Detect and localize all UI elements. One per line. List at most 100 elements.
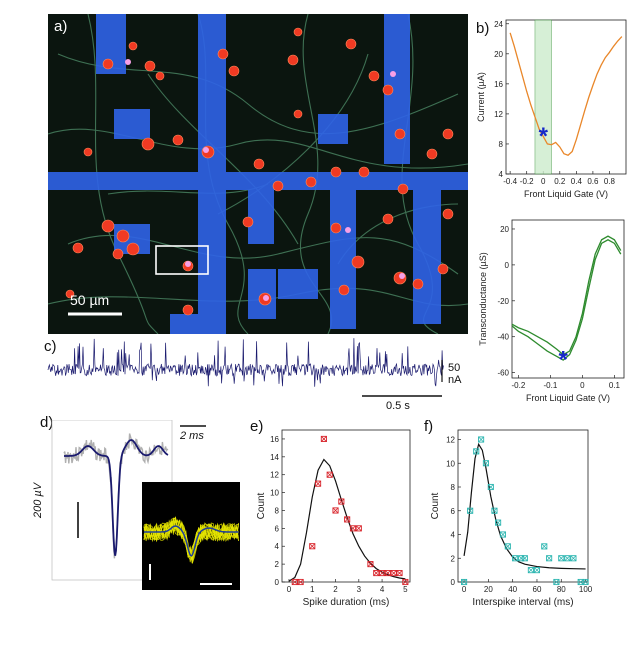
marker-box xyxy=(367,561,374,568)
marker-box xyxy=(344,516,351,523)
marker-box xyxy=(487,483,494,491)
x-tick-label: 3 xyxy=(357,585,362,594)
marker-cross xyxy=(546,555,553,562)
marker-cross xyxy=(521,555,528,562)
y-tick-label: 12 xyxy=(494,110,503,119)
marker-box xyxy=(461,578,468,586)
waveform-overlay-inset xyxy=(142,482,240,590)
marker-cross xyxy=(512,555,518,562)
gate-highlight-region xyxy=(534,19,552,175)
data-point xyxy=(487,483,494,491)
iv-chart-svg: -0.4 -0.2 0 0.2 0.4 0.6 0.8 4 8 12 16 20 24 Front Liq… xyxy=(476,19,627,199)
marker-box xyxy=(499,531,507,538)
y-tick-label: 2 xyxy=(275,560,280,569)
plot-frame xyxy=(281,429,411,583)
fit-curve xyxy=(463,442,586,570)
y-tick-label: 12 xyxy=(446,436,455,445)
plot-frame xyxy=(457,429,589,583)
overlay-mean-trace xyxy=(144,525,239,557)
data-point xyxy=(570,555,577,562)
data-point xyxy=(390,570,397,577)
marker-cross xyxy=(487,484,494,490)
iv-curve xyxy=(509,32,623,156)
marker-cross xyxy=(491,507,498,514)
x-tick-label: 2 xyxy=(333,585,338,594)
data-point xyxy=(527,567,534,574)
data-point xyxy=(504,543,511,550)
averaged-spike-trace xyxy=(64,439,169,556)
spike-waveform-panel: 2 ms 200 µV xyxy=(32,419,245,605)
marker-box xyxy=(390,570,397,577)
waveform-time-scale-text: 2 ms xyxy=(180,430,204,442)
data-point xyxy=(297,578,304,586)
plot-frame xyxy=(511,219,625,379)
data-point xyxy=(482,460,489,467)
data-point xyxy=(291,578,298,586)
y-tick-label: 20 xyxy=(500,225,509,234)
x-tick-label: 0.2 xyxy=(554,177,566,186)
data-point xyxy=(512,555,519,562)
x-axis-label: Front Liquid Gate (V) xyxy=(524,189,608,199)
marker-cross xyxy=(350,525,356,532)
marker-cross xyxy=(332,507,339,514)
marker-cross xyxy=(478,436,484,443)
data-point xyxy=(491,507,498,514)
data-point xyxy=(367,561,374,568)
marker-box xyxy=(379,570,386,577)
micrograph-scalebar-text: 50 µm xyxy=(70,292,110,308)
marker-box xyxy=(326,471,333,478)
marker-box xyxy=(467,507,474,514)
y-tick-label: 16 xyxy=(494,80,503,89)
plot-frame xyxy=(505,19,627,175)
marker-cross xyxy=(577,579,584,585)
marker-cross xyxy=(291,579,298,585)
current-trace-panel: 50 nA 0.5 s xyxy=(46,338,476,416)
y-tick-label: 4 xyxy=(451,531,456,540)
operating-point-marker: * xyxy=(559,346,569,373)
marker-box xyxy=(582,578,589,586)
marker-cross xyxy=(309,543,316,550)
data-point xyxy=(402,578,409,586)
marker-box xyxy=(518,555,525,562)
marker-box xyxy=(512,555,519,562)
waveform-voltage-scale-text: 200 µV xyxy=(32,482,44,518)
y-tick-label: 10 xyxy=(446,459,455,468)
marker-box xyxy=(491,507,498,514)
x-tick-label: -0.2 xyxy=(512,381,526,390)
marker-cross xyxy=(461,579,467,585)
data-point xyxy=(553,578,560,586)
marker-box xyxy=(384,570,391,577)
x-tick-label: 80 xyxy=(557,585,566,594)
trace-vertical-scale-text: 50 nA xyxy=(448,362,462,386)
interspike-interval-chart-svg: 0 20 40 60 80 100 0 2 4 6 8 10 12 Interspike interval… xyxy=(430,429,593,608)
marker-box xyxy=(553,578,560,586)
data-point xyxy=(499,531,507,538)
marker-cross xyxy=(495,519,501,526)
marker-cross xyxy=(344,516,351,523)
panel-c-label: c) xyxy=(44,338,57,355)
spike-duration-chart: 0 1 2 3 4 5 0 2 4 6 8 10 12 14 16 Spike duration (ms) Co… xyxy=(254,424,420,614)
x-tick-label: 5 xyxy=(403,585,408,594)
data-point xyxy=(582,578,589,586)
data-point xyxy=(349,525,357,532)
cell-bodies xyxy=(65,27,454,316)
trace-horizontal-scale-text: 0.5 s xyxy=(386,400,410,412)
x-axis-label: Spike duration (ms) xyxy=(303,597,390,608)
data-point xyxy=(558,555,565,562)
marker-box xyxy=(315,480,322,487)
x-tick-label: 60 xyxy=(533,585,542,594)
marker-box xyxy=(546,555,553,562)
fit-curve xyxy=(288,458,406,582)
marker-box xyxy=(349,525,357,532)
data-point xyxy=(379,570,386,577)
marker-cross xyxy=(379,570,385,576)
marker-cross xyxy=(467,507,474,514)
data-point xyxy=(315,480,322,487)
marker-cross xyxy=(504,543,511,550)
x-tick-label: 40 xyxy=(508,585,517,594)
data-point xyxy=(461,578,468,586)
highlight-box xyxy=(155,245,209,275)
data-point xyxy=(320,435,327,442)
marker-box xyxy=(504,543,511,550)
y-tick-label: -60 xyxy=(497,369,509,378)
